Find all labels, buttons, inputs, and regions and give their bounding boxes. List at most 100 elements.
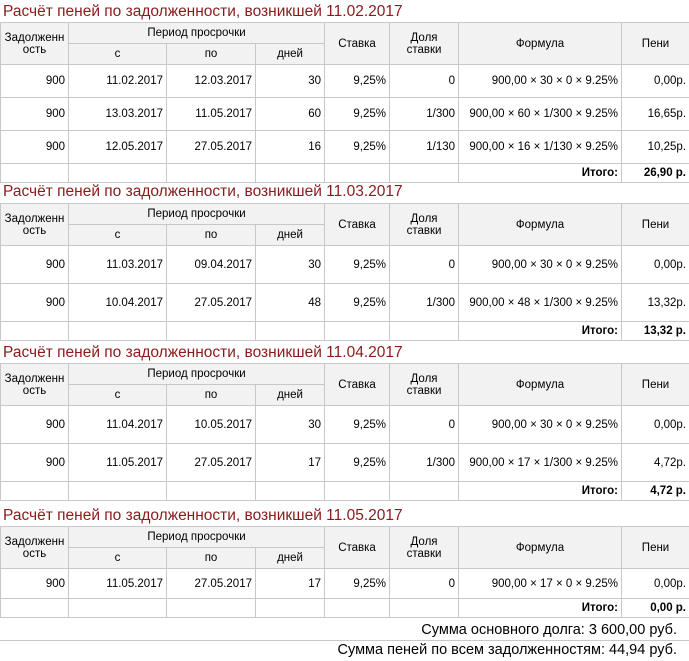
cell-formula: 900,00 × 16 × 1/130 × 9.25% [458, 130, 623, 164]
cell-from: 11.04.2017 [68, 405, 167, 444]
table-row: 900 11.05.2017 27.05.2017 17 9,25% 0 900… [0, 568, 689, 599]
cell-debt: 900 [0, 64, 69, 98]
cell-from: 11.02.2017 [68, 64, 167, 98]
cell-formula: 900,00 × 17 × 0 × 9.25% [458, 568, 623, 599]
cell-debt: 900 [0, 97, 69, 131]
col-rate: Ставка [324, 22, 391, 65]
cell-debt: 900 [0, 130, 69, 164]
total-label: Итого: [458, 163, 623, 183]
col-from: с [68, 43, 167, 65]
col-to: по [166, 384, 256, 406]
total-label: Итого: [458, 598, 623, 618]
col-rate: Ставка [324, 203, 391, 246]
cell-rate: 9,25% [324, 245, 391, 284]
col-debt: Задолженн ость [0, 203, 69, 246]
cell-penalty: 10,25р. [621, 130, 689, 164]
cell-debt: 900 [0, 443, 69, 482]
cell-share: 0 [389, 64, 460, 98]
col-debt: Задолженн ость [0, 22, 69, 65]
cell-days: 17 [254, 568, 326, 599]
cell-formula: 900,00 × 30 × 0 × 9.25% [458, 405, 623, 444]
cell-rate: 9,25% [324, 568, 391, 599]
table-row: 900 11.05.2017 27.05.2017 17 9,25% 1/300… [0, 443, 689, 482]
cell-formula: 900,00 × 48 × 1/300 × 9.25% [458, 283, 623, 322]
total-label: Итого: [458, 481, 623, 501]
calc-table: Задолженн ость Период просрочки Ставка Д… [0, 363, 689, 501]
penalties-sum: Сумма пеней по всем задолженностям: 44,9… [337, 642, 677, 658]
cell-to: 12.03.2017 [166, 64, 256, 98]
col-share: Доля ставки [389, 363, 460, 406]
cell-penalty: 0,00р. [621, 568, 689, 599]
cell-penalty: 16,65р. [621, 97, 689, 131]
col-formula: Формула [458, 526, 623, 569]
cell-penalty: 0,00р. [621, 64, 689, 98]
cell-share: 1/130 [389, 130, 460, 164]
cell-from: 11.05.2017 [68, 568, 167, 599]
cell-to: 27.05.2017 [166, 283, 256, 322]
cell-share: 0 [389, 405, 460, 444]
header-row: Задолженн ость Период просрочки Ставка Д… [0, 203, 689, 246]
cell-penalty: 13,32р. [621, 283, 689, 322]
subheader-row: с по дней [1, 547, 689, 569]
cell-penalty: 0,00р. [621, 405, 689, 444]
col-period: Период просрочки [67, 22, 326, 44]
header-row: Задолженн ость Период просрочки Ставка Д… [0, 22, 689, 65]
total-row: Итого: 0,00 р. [0, 598, 689, 618]
cell-debt: 900 [0, 245, 69, 284]
section-title: Расчёт пеней по задолженности, возникшей… [3, 507, 403, 524]
col-formula: Формула [458, 363, 623, 406]
cell-rate: 9,25% [324, 64, 391, 98]
col-penalty: Пени [621, 22, 689, 65]
cell-rate: 9,25% [324, 443, 391, 482]
cell-to: 10.05.2017 [166, 405, 256, 444]
col-to: по [166, 547, 256, 569]
table-row: 900 12.05.2017 27.05.2017 16 9,25% 1/130… [0, 130, 689, 164]
col-period: Период просрочки [67, 363, 326, 385]
total-value: 0,00 р. [621, 598, 689, 618]
cell-formula: 900,00 × 30 × 0 × 9.25% [458, 245, 623, 284]
col-from: с [68, 547, 167, 569]
cell-share: 1/300 [389, 443, 460, 482]
cell-penalty: 0,00р. [621, 245, 689, 284]
total-row: Итого: 4,72 р. [0, 481, 689, 501]
cell-rate: 9,25% [324, 130, 391, 164]
cell-penalty: 4,72р. [621, 443, 689, 482]
cell-from: 10.04.2017 [68, 283, 167, 322]
calc-table: Задолженн ость Период просрочки Ставка Д… [0, 203, 689, 341]
cell-formula: 900,00 × 60 × 1/300 × 9.25% [458, 97, 623, 131]
table-row: 900 11.03.2017 09.04.2017 30 9,25% 0 900… [0, 245, 689, 284]
col-period: Период просрочки [67, 526, 326, 548]
col-debt: Задолженн ость [0, 526, 69, 569]
cell-days: 17 [254, 443, 326, 482]
cell-days: 30 [254, 245, 326, 284]
col-to: по [166, 43, 256, 65]
cell-days: 16 [254, 130, 326, 164]
cell-rate: 9,25% [324, 97, 391, 131]
col-days: дней [254, 224, 326, 246]
col-debt: Задолженн ость [0, 363, 69, 406]
col-days: дней [254, 384, 326, 406]
table-row: 900 11.02.2017 12.03.2017 30 9,25% 0 900… [0, 64, 689, 98]
cell-days: 60 [254, 97, 326, 131]
total-value: 4,72 р. [621, 481, 689, 501]
col-days: дней [254, 547, 326, 569]
cell-formula: 900,00 × 30 × 0 × 9.25% [458, 64, 623, 98]
cell-to: 27.05.2017 [166, 443, 256, 482]
subheader-row: с по дней [1, 224, 689, 246]
calc-table: Задолженн ость Период просрочки Ставка Д… [0, 526, 689, 618]
cell-debt: 900 [0, 405, 69, 444]
cell-days: 30 [254, 405, 326, 444]
cell-from: 11.03.2017 [68, 245, 167, 284]
header-row: Задолженн ость Период просрочки Ставка Д… [0, 363, 689, 406]
col-rate: Ставка [324, 526, 391, 569]
col-penalty: Пени [621, 363, 689, 406]
table-row: 900 10.04.2017 27.05.2017 48 9,25% 1/300… [0, 283, 689, 322]
cell-to: 27.05.2017 [166, 568, 256, 599]
col-from: с [68, 384, 167, 406]
cell-debt: 900 [0, 283, 69, 322]
cell-share: 0 [389, 245, 460, 284]
total-row: Итого: 26,90 р. [0, 163, 689, 183]
col-penalty: Пени [621, 203, 689, 246]
section-title: Расчёт пеней по задолженности, возникшей… [3, 183, 403, 200]
